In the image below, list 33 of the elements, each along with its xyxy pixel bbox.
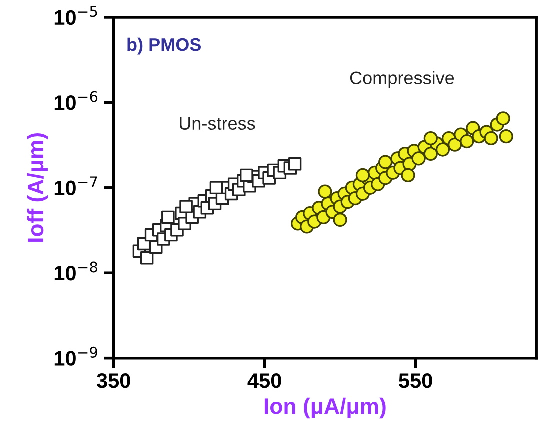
y-tick-label: 10$^{−7}$ <box>54 176 98 196</box>
text: Compressive <box>350 71 454 88</box>
point <box>401 168 416 183</box>
point <box>484 131 498 146</box>
point <box>210 181 224 195</box>
point <box>288 158 302 171</box>
point <box>448 138 462 152</box>
point <box>180 200 193 214</box>
x-tick-label: 450 <box>248 373 282 388</box>
y-tick-label: 10$^{−6}$ <box>54 91 98 110</box>
y-tick-label: 10$^{−9}$ <box>54 346 98 366</box>
point <box>436 142 450 157</box>
point <box>378 155 393 170</box>
point <box>424 131 438 146</box>
point <box>318 184 332 199</box>
y-tick-label: 10$^{−8}$ <box>54 262 98 281</box>
point <box>240 168 254 182</box>
point <box>356 168 370 183</box>
x-tick-label: 550 <box>399 373 432 388</box>
point <box>499 130 514 144</box>
annotation: b) PMOS <box>128 38 202 55</box>
point <box>424 146 438 162</box>
point <box>140 251 154 265</box>
y-axis-title: Ioff (A/μm) <box>27 133 48 242</box>
x-axis-title: Ion (μA/μm) <box>264 398 386 419</box>
point <box>333 212 348 228</box>
point <box>496 112 510 126</box>
point <box>162 210 175 224</box>
point <box>412 152 426 166</box>
y-tick-label: 10$^{−5}$ <box>54 6 98 26</box>
x-tick-label: 350 <box>96 373 130 388</box>
text: Un-stress <box>180 117 256 130</box>
point <box>460 134 474 149</box>
